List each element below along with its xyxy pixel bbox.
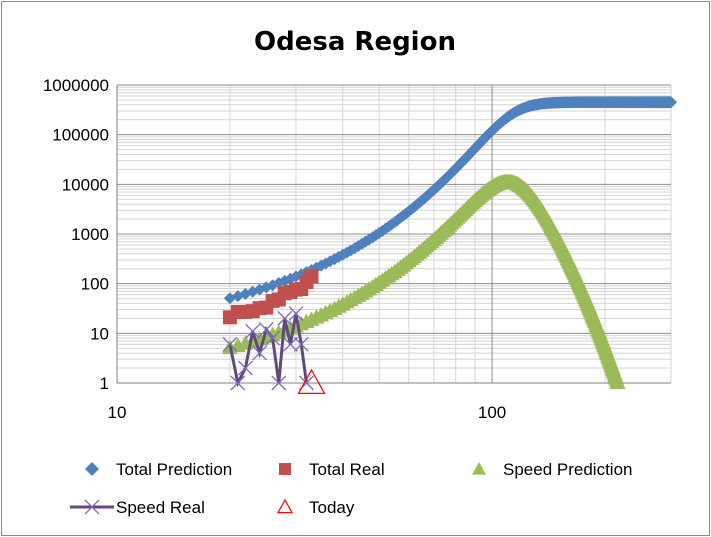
speed-real-point <box>258 321 274 337</box>
series-speed-real <box>222 306 314 391</box>
total-real-point <box>304 269 319 284</box>
y-tick-labels: 1 10 100 1000 10000 100000 1000000 <box>43 76 109 393</box>
x-tick-label: 10 <box>108 403 127 422</box>
legend-label: Total Prediction <box>116 460 232 479</box>
speed-real-point <box>271 375 287 391</box>
legend-swatch-marker <box>85 462 99 476</box>
legend-swatch-marker <box>276 498 294 514</box>
speed-real-point <box>288 306 304 322</box>
legend-label: Total Real <box>309 460 385 479</box>
speed-real-point <box>252 345 268 361</box>
speed-real-point <box>245 323 261 339</box>
x-tick-label: 100 <box>478 403 506 422</box>
speed-prediction-point <box>609 374 626 390</box>
series-total-real <box>222 269 319 325</box>
speed-real-point <box>282 336 298 352</box>
speed-real-point <box>230 375 246 391</box>
speed-real-point <box>293 336 309 352</box>
axes <box>116 85 671 384</box>
series-today <box>297 368 326 394</box>
series-speed-prediction <box>221 173 626 390</box>
legend-swatch-marker <box>84 499 100 515</box>
y-tick-label: 1000000 <box>43 76 109 95</box>
total-prediction-point <box>665 96 677 109</box>
speed-real-point <box>237 360 253 376</box>
y-tick-label: 10 <box>90 324 109 343</box>
legend-item-speed-prediction: Speed Prediction <box>472 460 632 479</box>
legend-swatch-marker <box>279 463 291 475</box>
legend-item-speed-real: Speed Real <box>70 498 205 517</box>
speed-real-point <box>277 310 293 326</box>
legend-item-total-real: Total Real <box>279 460 385 479</box>
legend-item-today: Today <box>276 498 355 517</box>
y-tick-label: 1000 <box>71 225 109 244</box>
speed-real-point <box>265 330 281 346</box>
legend-label: Speed Real <box>116 498 205 517</box>
y-tick-label: 100 <box>81 275 109 294</box>
y-tick-label: 1 <box>100 374 109 393</box>
legend-swatch-marker <box>472 462 486 475</box>
legend-label: Speed Prediction <box>503 460 632 479</box>
series-total-prediction <box>223 96 677 305</box>
today-point <box>297 368 326 394</box>
legend-label: Today <box>309 498 355 517</box>
y-tick-label: 10000 <box>62 175 109 194</box>
legend: Total Prediction Total Real Speed Predicti… <box>70 460 632 517</box>
speed-real-point <box>222 336 238 352</box>
chart-title: Odesa Region <box>254 27 456 57</box>
legend-item-total-prediction: Total Prediction <box>85 460 232 479</box>
x-tick-labels: 10 100 <box>108 403 507 422</box>
y-tick-label: 100000 <box>52 126 109 145</box>
plot-area <box>221 96 677 394</box>
total-prediction-point <box>328 253 341 266</box>
